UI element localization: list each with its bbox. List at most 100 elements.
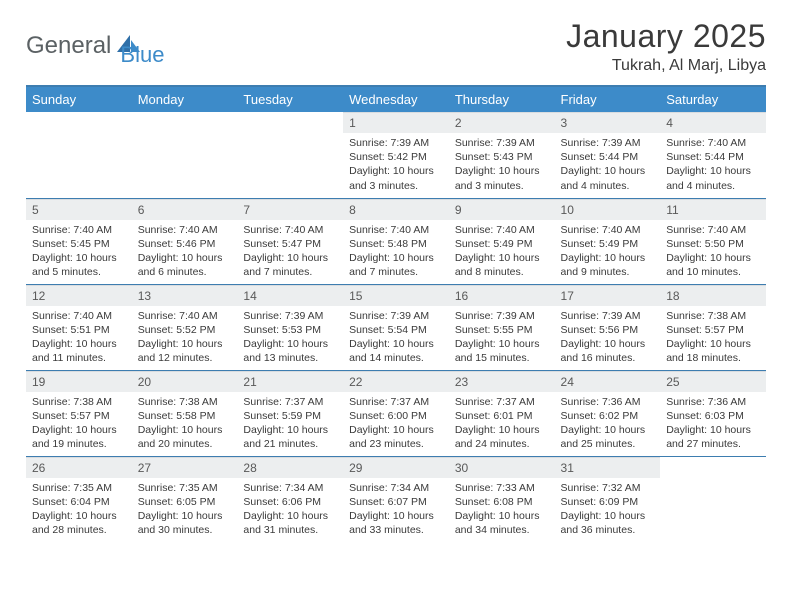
day-number: 15 [343,285,449,306]
day-details: Sunrise: 7:34 AMSunset: 6:07 PMDaylight:… [343,478,449,542]
sunset: Sunset: 5:54 PM [349,323,443,337]
day-details: Sunrise: 7:40 AMSunset: 5:47 PMDaylight:… [237,220,343,284]
day-cell: 20Sunrise: 7:38 AMSunset: 5:58 PMDayligh… [132,370,238,456]
daylight: Daylight: 10 hours and 21 minutes. [243,423,337,451]
day-number: 29 [343,457,449,478]
sunrise: Sunrise: 7:40 AM [666,136,760,150]
day-number: 20 [132,371,238,392]
day-details: Sunrise: 7:38 AMSunset: 5:57 PMDaylight:… [660,306,766,370]
weekday-header-row: Sunday Monday Tuesday Wednesday Thursday… [26,87,766,112]
day-number: 21 [237,371,343,392]
sunrise: Sunrise: 7:35 AM [32,481,126,495]
day-number: 14 [237,285,343,306]
day-cell [237,112,343,198]
sunset: Sunset: 5:46 PM [138,237,232,251]
sunrise: Sunrise: 7:40 AM [349,223,443,237]
day-details: Sunrise: 7:39 AMSunset: 5:42 PMDaylight:… [343,133,449,197]
week-row: 1Sunrise: 7:39 AMSunset: 5:42 PMDaylight… [26,112,766,198]
sunset: Sunset: 6:04 PM [32,495,126,509]
daylight: Daylight: 10 hours and 5 minutes. [32,251,126,279]
daylight: Daylight: 10 hours and 7 minutes. [243,251,337,279]
day-cell: 7Sunrise: 7:40 AMSunset: 5:47 PMDaylight… [237,198,343,284]
day-cell: 27Sunrise: 7:35 AMSunset: 6:05 PMDayligh… [132,456,238,542]
day-cell: 29Sunrise: 7:34 AMSunset: 6:07 PMDayligh… [343,456,449,542]
daylight: Daylight: 10 hours and 14 minutes. [349,337,443,365]
sunrise: Sunrise: 7:39 AM [349,136,443,150]
sunset: Sunset: 6:03 PM [666,409,760,423]
day-cell: 23Sunrise: 7:37 AMSunset: 6:01 PMDayligh… [449,370,555,456]
day-cell: 15Sunrise: 7:39 AMSunset: 5:54 PMDayligh… [343,284,449,370]
sunset: Sunset: 5:44 PM [666,150,760,164]
sunset: Sunset: 5:57 PM [666,323,760,337]
day-number: 2 [449,112,555,133]
day-cell: 8Sunrise: 7:40 AMSunset: 5:48 PMDaylight… [343,198,449,284]
day-cell: 14Sunrise: 7:39 AMSunset: 5:53 PMDayligh… [237,284,343,370]
day-details: Sunrise: 7:39 AMSunset: 5:53 PMDaylight:… [237,306,343,370]
weekday-header: Thursday [449,87,555,112]
day-details: Sunrise: 7:38 AMSunset: 5:57 PMDaylight:… [26,392,132,456]
sunrise: Sunrise: 7:40 AM [32,309,126,323]
sunrise: Sunrise: 7:40 AM [32,223,126,237]
daylight: Daylight: 10 hours and 20 minutes. [138,423,232,451]
day-cell: 5Sunrise: 7:40 AMSunset: 5:45 PMDaylight… [26,198,132,284]
daylight: Daylight: 10 hours and 11 minutes. [32,337,126,365]
sunrise: Sunrise: 7:40 AM [455,223,549,237]
sunrise: Sunrise: 7:37 AM [349,395,443,409]
daylight: Daylight: 10 hours and 34 minutes. [455,509,549,537]
sunset: Sunset: 6:00 PM [349,409,443,423]
day-cell: 9Sunrise: 7:40 AMSunset: 5:49 PMDaylight… [449,198,555,284]
day-number: 25 [660,371,766,392]
day-number: 5 [26,199,132,220]
day-number: 11 [660,199,766,220]
sunrise: Sunrise: 7:39 AM [243,309,337,323]
sunset: Sunset: 5:52 PM [138,323,232,337]
sunset: Sunset: 5:50 PM [666,237,760,251]
day-cell: 22Sunrise: 7:37 AMSunset: 6:00 PMDayligh… [343,370,449,456]
day-cell: 10Sunrise: 7:40 AMSunset: 5:49 PMDayligh… [555,198,661,284]
weekday-header: Monday [132,87,238,112]
day-details: Sunrise: 7:33 AMSunset: 6:08 PMDaylight:… [449,478,555,542]
daylight: Daylight: 10 hours and 23 minutes. [349,423,443,451]
sunset: Sunset: 5:48 PM [349,237,443,251]
daylight: Daylight: 10 hours and 18 minutes. [666,337,760,365]
sunset: Sunset: 5:44 PM [561,150,655,164]
day-number: 27 [132,457,238,478]
daylight: Daylight: 10 hours and 3 minutes. [455,164,549,192]
day-number: 12 [26,285,132,306]
sunrise: Sunrise: 7:40 AM [138,223,232,237]
sunrise: Sunrise: 7:40 AM [138,309,232,323]
day-cell: 4Sunrise: 7:40 AMSunset: 5:44 PMDaylight… [660,112,766,198]
sunset: Sunset: 5:51 PM [32,323,126,337]
daylight: Daylight: 10 hours and 30 minutes. [138,509,232,537]
daylight: Daylight: 10 hours and 12 minutes. [138,337,232,365]
day-details: Sunrise: 7:40 AMSunset: 5:44 PMDaylight:… [660,133,766,197]
weekday-header: Sunday [26,87,132,112]
sunrise: Sunrise: 7:38 AM [32,395,126,409]
day-cell: 28Sunrise: 7:34 AMSunset: 6:06 PMDayligh… [237,456,343,542]
day-cell: 2Sunrise: 7:39 AMSunset: 5:43 PMDaylight… [449,112,555,198]
daylight: Daylight: 10 hours and 28 minutes. [32,509,126,537]
day-number: 3 [555,112,661,133]
day-cell: 19Sunrise: 7:38 AMSunset: 5:57 PMDayligh… [26,370,132,456]
sunset: Sunset: 6:06 PM [243,495,337,509]
day-number: 9 [449,199,555,220]
day-number: 16 [449,285,555,306]
sunset: Sunset: 5:49 PM [455,237,549,251]
day-details: Sunrise: 7:40 AMSunset: 5:51 PMDaylight:… [26,306,132,370]
day-details: Sunrise: 7:40 AMSunset: 5:45 PMDaylight:… [26,220,132,284]
sunrise: Sunrise: 7:36 AM [666,395,760,409]
day-number: 22 [343,371,449,392]
sunrise: Sunrise: 7:39 AM [455,309,549,323]
sunset: Sunset: 5:56 PM [561,323,655,337]
day-number: 7 [237,199,343,220]
daylight: Daylight: 10 hours and 10 minutes. [666,251,760,279]
sunset: Sunset: 5:59 PM [243,409,337,423]
day-details: Sunrise: 7:39 AMSunset: 5:56 PMDaylight:… [555,306,661,370]
day-number: 28 [237,457,343,478]
day-details: Sunrise: 7:39 AMSunset: 5:43 PMDaylight:… [449,133,555,197]
day-number: 8 [343,199,449,220]
day-details: Sunrise: 7:37 AMSunset: 6:00 PMDaylight:… [343,392,449,456]
daylight: Daylight: 10 hours and 9 minutes. [561,251,655,279]
day-details: Sunrise: 7:40 AMSunset: 5:52 PMDaylight:… [132,306,238,370]
day-details: Sunrise: 7:39 AMSunset: 5:44 PMDaylight:… [555,133,661,197]
